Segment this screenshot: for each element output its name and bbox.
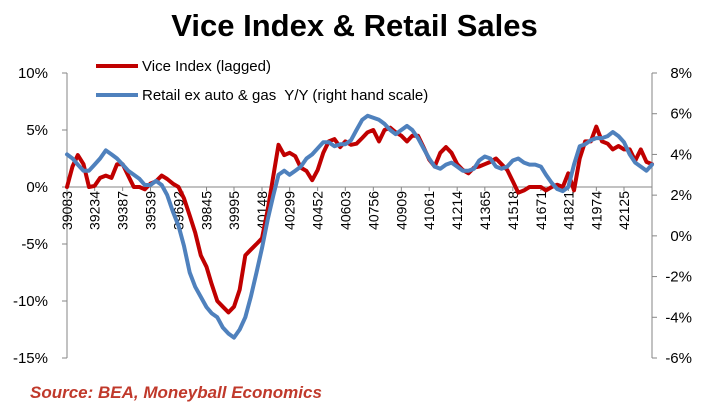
left-tick-label: -15%	[13, 350, 48, 367]
x-tick-label: 39995	[226, 191, 242, 230]
left-tick-label: 5%	[26, 122, 48, 139]
x-tick-label: 42125	[616, 191, 632, 230]
source-note: Source: BEA, Moneyball Economics	[30, 383, 322, 402]
x-tick-label: 41518	[505, 191, 521, 230]
series-layer	[65, 113, 654, 340]
x-tick-label: 40299	[282, 191, 298, 230]
x-tick-label: 40603	[337, 191, 353, 230]
right-tick-label: -4%	[665, 309, 692, 326]
x-tick-label: 41821	[560, 191, 576, 230]
right-tick-label: 2%	[670, 187, 692, 204]
right-tick-label: -6%	[665, 350, 692, 367]
right-tick-label: -2%	[665, 269, 692, 286]
x-tick-label: 41214	[449, 191, 465, 230]
right-tick-label: 8%	[670, 65, 692, 82]
axes: 10% 5% 0% -5% -10% -15% 8% 6% 4% 2% 0% -2% -4% -6% 390…	[13, 65, 692, 367]
x-tick-label: 41671	[533, 191, 549, 230]
x-tick-label: 41061	[421, 191, 437, 230]
left-tick-label: -10%	[13, 293, 48, 310]
right-tick-label: 0%	[670, 228, 692, 245]
x-tick-label: 39539	[142, 191, 158, 230]
retail-sales-line	[65, 113, 654, 340]
x-tick-label: 41974	[588, 191, 604, 230]
x-tick-label: 39387	[115, 191, 131, 230]
left-tick-label: 0%	[26, 179, 48, 196]
legend-label: Retail ex auto & gas Y/Y (right hand sca…	[142, 87, 428, 104]
x-tick-label: 39083	[59, 191, 75, 230]
right-tick-label: 6%	[670, 106, 692, 123]
left-tick-label: -5%	[21, 236, 48, 253]
x-tick-label: 40452	[310, 191, 326, 230]
x-tick-label: 40909	[393, 191, 409, 230]
right-tick-label: 4%	[670, 146, 692, 163]
legend: Vice Index (lagged) Retail ex auto & gas …	[96, 58, 428, 104]
legend-label: Vice Index (lagged)	[142, 58, 271, 75]
chart-title: Vice Index & Retail Sales	[171, 8, 538, 43]
x-tick-label: 41365	[477, 191, 493, 230]
x-tick-label: 39845	[199, 191, 215, 230]
x-tick-label: 39234	[87, 191, 103, 230]
x-tick-label: 40756	[365, 191, 381, 230]
left-tick-label: 10%	[18, 65, 48, 82]
